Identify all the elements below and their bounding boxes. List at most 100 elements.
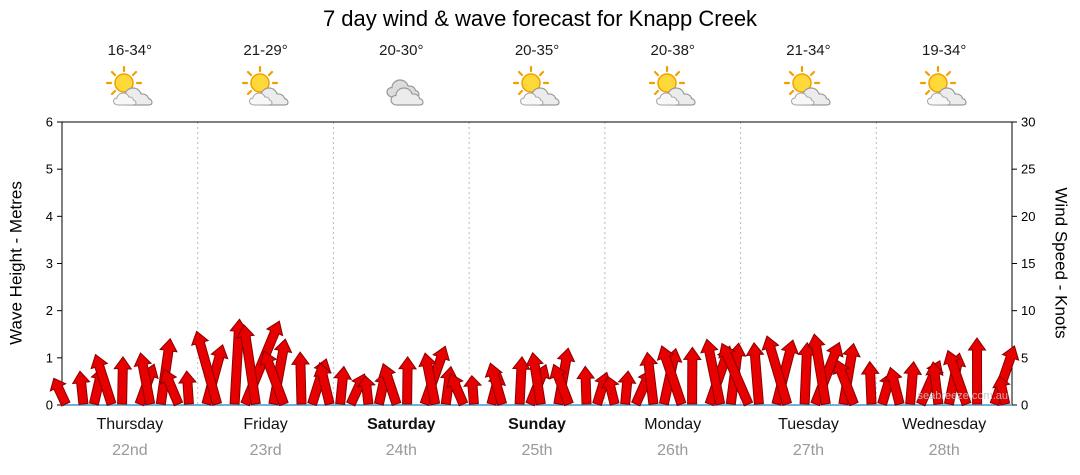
weather-icon-slot <box>876 64 1012 116</box>
wind-arrow <box>639 351 659 406</box>
wind-arrow <box>90 353 117 407</box>
wind-arrow <box>718 342 754 407</box>
wind-arrow <box>600 375 620 406</box>
wind-arrow <box>133 352 156 406</box>
y-axis-tick-label: 15 <box>1021 256 1035 271</box>
day-date: 22nd <box>112 442 148 459</box>
day-temperature: 21-34° <box>786 42 831 59</box>
sun-disc <box>521 73 541 93</box>
sun-disc <box>114 73 134 93</box>
cloud <box>791 92 815 106</box>
wind-arrow <box>806 333 831 406</box>
wind-arrow <box>178 370 197 405</box>
wind-arrow <box>884 366 905 406</box>
partly-cloudy-icon <box>920 65 967 106</box>
wind-arrow <box>525 351 546 406</box>
weather-icon-slot <box>333 64 469 116</box>
day-date: 23rd <box>249 442 282 459</box>
partly-cloudy-icon <box>512 65 560 106</box>
wind-arrow <box>159 368 184 407</box>
y-axis-label-right: Wind Speed - Knots <box>1051 187 1071 339</box>
wind-arrow <box>682 346 702 405</box>
weather-icon-slot <box>198 64 334 116</box>
temperature-row: 16-34° 21-29° 20-30° 20-35° 20-38° 21-34… <box>62 42 1012 62</box>
day-temperature: 20-30° <box>379 42 424 59</box>
y-axis-tick-label: 25 <box>1021 162 1035 177</box>
day-name: Tuesday <box>778 416 839 433</box>
cloud <box>520 92 544 106</box>
wind-arrow <box>418 352 441 406</box>
cloud <box>927 92 951 106</box>
y-axis-tick-label: 5 <box>46 162 53 177</box>
y-axis-label-left: Wave Height - Metres <box>6 181 26 345</box>
chart-title: 7 day wind & wave forecast for Knapp Cre… <box>322 6 758 31</box>
day-temperature: 19-34° <box>921 42 967 59</box>
wind-arrow <box>113 355 133 405</box>
wind-arrow <box>463 375 483 405</box>
day-date-row: 22nd 23rd 24th 25th 26th 27th 28th <box>62 442 1012 464</box>
sun-disc <box>656 73 677 93</box>
y-axis-tick-label: 6 <box>46 115 53 130</box>
wind-arrow <box>511 355 531 405</box>
weather-icon-slot <box>741 64 877 116</box>
wind-arrow <box>484 362 508 406</box>
weather-icon-row <box>62 64 1012 116</box>
sun-disc <box>792 73 813 93</box>
partly-cloudy-icon <box>241 65 289 106</box>
y-axis-tick-label: 3 <box>46 256 53 271</box>
sun-rays <box>105 65 142 96</box>
wind-arrow <box>549 363 574 407</box>
cloudy-icon <box>386 79 424 106</box>
day-temperature: 20-38° <box>650 42 695 59</box>
wind-arrow <box>943 349 972 407</box>
partly-cloudy-icon <box>784 65 832 106</box>
wind-arrow <box>797 341 817 405</box>
wind-arrow <box>617 370 637 405</box>
day-name-row: Thursday Friday Saturday Sunday Monday T… <box>62 416 1012 438</box>
day-temperature: 16-34° <box>107 42 153 59</box>
wind-arrow <box>925 361 945 406</box>
sun-rays <box>784 65 821 96</box>
day-name: Wednesday <box>902 416 987 433</box>
partly-cloudy-icon <box>105 65 153 106</box>
wind-arrow <box>446 372 469 407</box>
day-temperature: 20-35° <box>514 42 560 59</box>
partly-cloudy-icon <box>648 65 696 106</box>
wind-arrow <box>378 362 402 407</box>
sun-rays <box>512 65 550 96</box>
wind-arrow <box>860 360 880 405</box>
sun-rays <box>648 65 685 96</box>
cloud <box>655 92 680 106</box>
cloud <box>112 92 137 106</box>
cloud <box>248 92 273 106</box>
day-name: Saturday <box>367 416 436 433</box>
y-axis-tick-label: 4 <box>46 209 53 224</box>
y-axis-tick-label: 0 <box>46 398 53 413</box>
day-name: Thursday <box>96 416 164 433</box>
day-date: 28th <box>928 442 960 459</box>
wind-arrow <box>903 360 923 405</box>
sun-disc <box>249 73 270 93</box>
weather-icon-slot <box>62 64 198 116</box>
wind-arrow <box>967 337 987 405</box>
wind-arrow <box>576 365 596 405</box>
wind-arrow <box>992 375 1011 406</box>
watermark: seabreeze.com.au <box>918 390 1009 402</box>
wind-arrow <box>356 375 376 406</box>
wind-arrow <box>71 370 91 406</box>
day-name: Monday <box>644 416 702 433</box>
day-date: 26th <box>657 442 689 459</box>
weather-icon-slot <box>469 64 605 116</box>
weather-icon-slot <box>605 64 741 116</box>
wind-arrow <box>236 323 261 406</box>
day-date: 27th <box>792 442 825 459</box>
y-axis-tick-label: 20 <box>1021 209 1035 224</box>
sun-disc <box>928 73 948 93</box>
wind-arrow <box>291 351 310 405</box>
y-axis-tick-label: 5 <box>1021 350 1028 365</box>
wind-arrow <box>49 377 71 407</box>
wind-arrow <box>745 342 765 405</box>
wind-arrow <box>333 365 353 405</box>
